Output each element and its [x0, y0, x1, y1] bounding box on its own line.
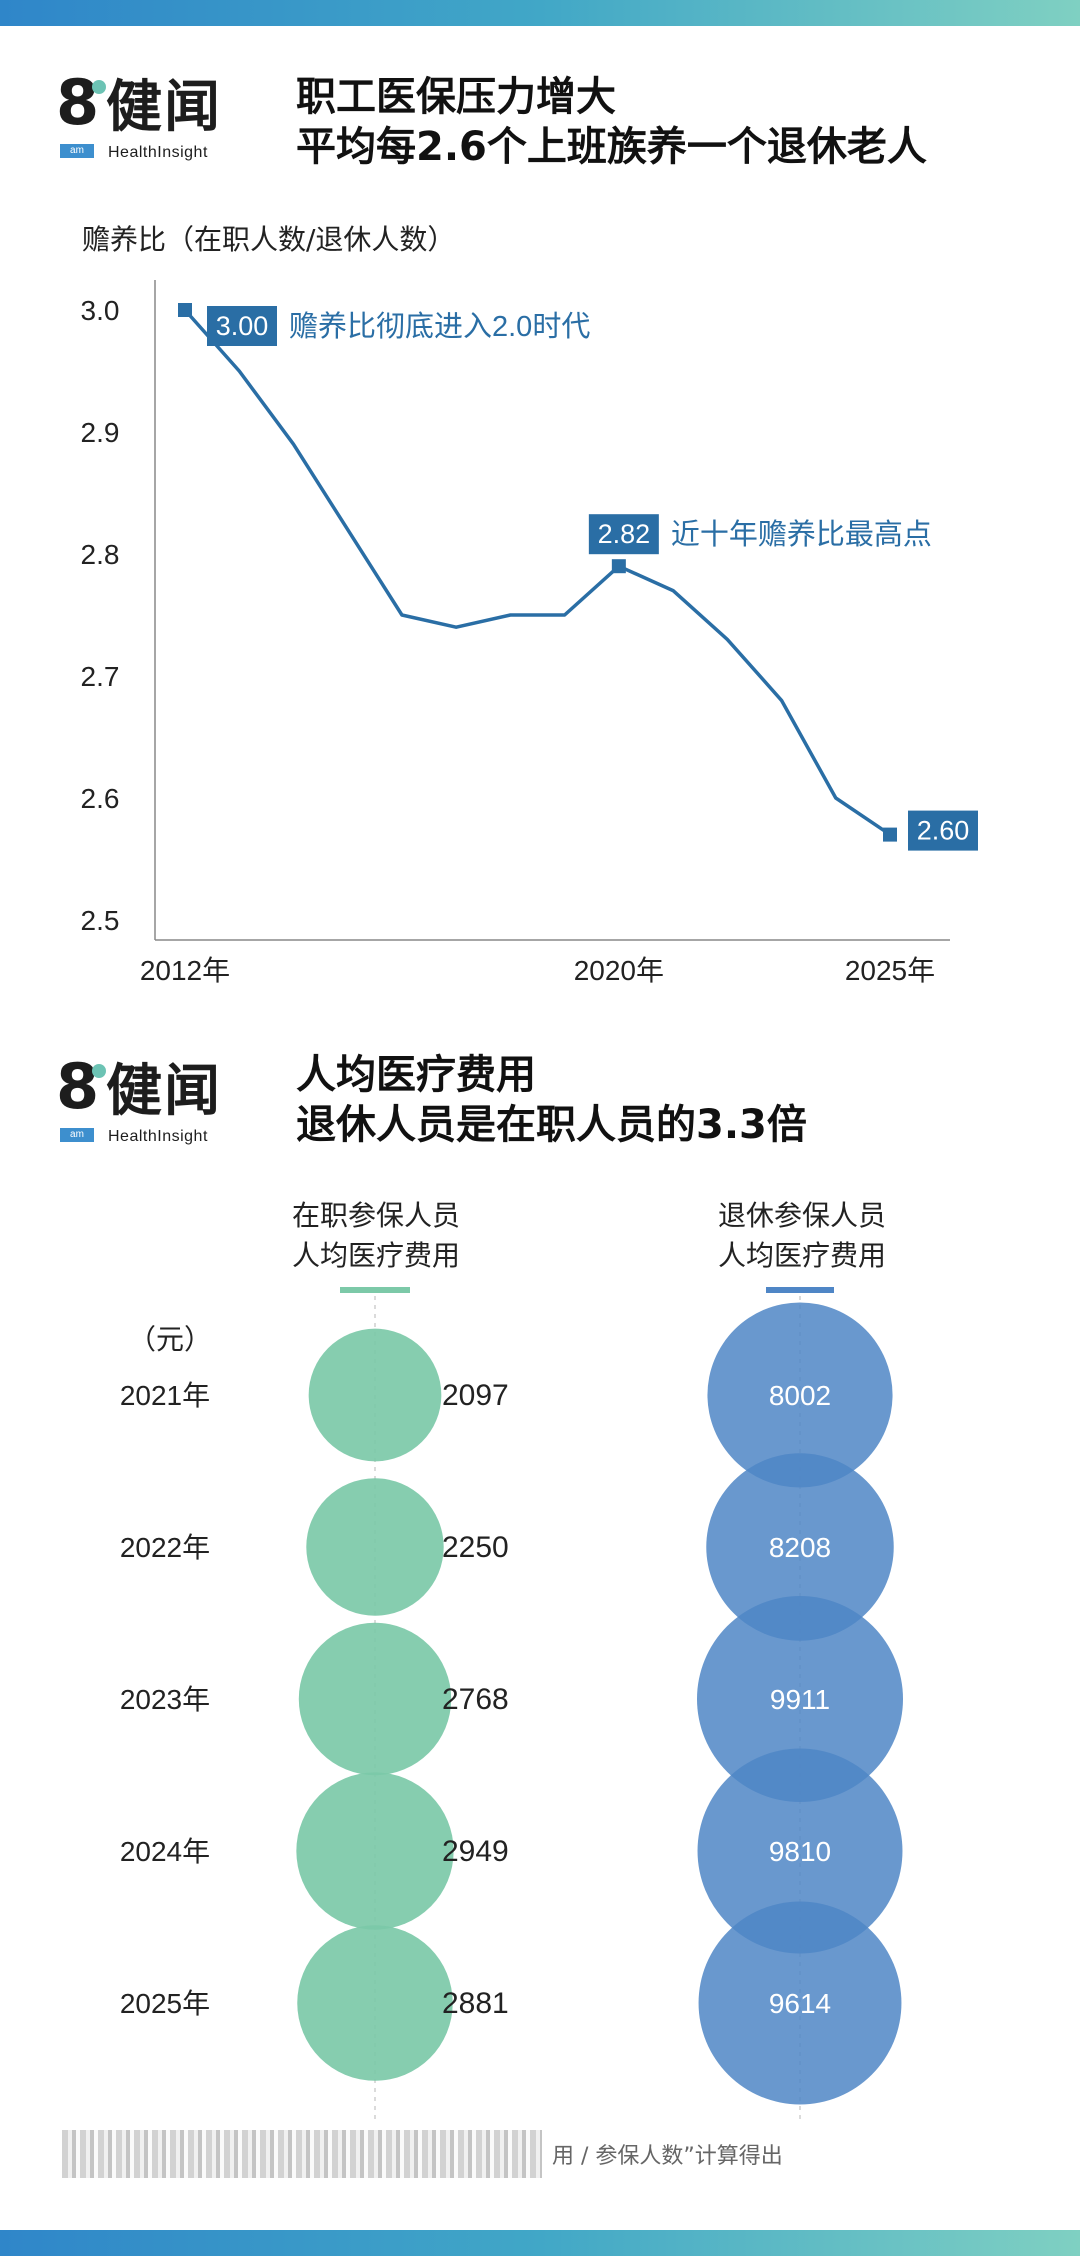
x-tick-label: 2020年: [574, 955, 664, 986]
retired-header-line2: 人均医疗费用: [717, 1239, 886, 1272]
value-badge: [908, 810, 978, 851]
employed-value-label: 2768: [442, 1683, 509, 1716]
y-tick-label: 2.5: [81, 905, 120, 936]
series-line: [183, 308, 891, 837]
value-badge-label: 2.82: [598, 519, 651, 549]
retired-bubble: [698, 1901, 902, 2105]
logo-dot-icon: [92, 80, 106, 94]
y-tick-label: 2.7: [81, 661, 120, 692]
employed-bubble: [296, 1772, 454, 1930]
section1-title-line1: 职工医保压力增大: [296, 74, 616, 120]
y-tick-label: 2.9: [81, 417, 120, 448]
retired-value-label: 9911: [770, 1684, 830, 1715]
employed-header-line1: 在职参保人员: [291, 1199, 460, 1232]
unit-label: （元）: [128, 1323, 213, 1356]
logo-chinese-name: 健闻: [106, 75, 222, 140]
logo-am-badge: am: [60, 1128, 94, 1142]
year-label: 2022年: [120, 1532, 210, 1563]
redacted-block: [62, 2130, 542, 2178]
logo-dot-icon: [92, 1064, 106, 1078]
employed-value-label: 2881: [442, 1987, 509, 2020]
logo-digit: 8: [56, 66, 100, 139]
annotation-text: 近十年赡养比最高点: [671, 518, 932, 551]
retired-bubble: [707, 1302, 893, 1488]
data-point-marker: [611, 559, 626, 574]
employed-header-line2: 人均医疗费用: [291, 1239, 460, 1272]
retired-header-line1: 退休参保人员: [717, 1199, 886, 1232]
bottom-accent-bar: [0, 2230, 1080, 2256]
value-badge-label: 3.00: [216, 311, 269, 341]
year-label: 2021年: [120, 1380, 210, 1411]
year-label: 2025年: [120, 1988, 210, 2019]
section2-title-line2: 退休人员是在职人员的3.3倍: [296, 1102, 807, 1148]
retired-value-label: 8002: [769, 1380, 831, 1411]
retired-bubble: [697, 1596, 903, 1802]
value-badge: [588, 514, 659, 555]
section1-title-line2: 平均每2.6个上班族养一个退休老人: [296, 124, 927, 170]
x-tick-label: 2025年: [845, 955, 935, 986]
data-point-marker: [883, 827, 897, 842]
dependency-ratio-line-chart: 2.5 2.6 2.7 2.8 2.9 3.0 2012年 2020年 2025年 3.00 赡养比…: [81, 280, 978, 986]
line-chart-y-axis-label: 赡养比（在职人数/退休人数）: [82, 223, 456, 256]
value-badge: [207, 306, 277, 346]
employed-column-header: 在职参保人员 人均医疗费用: [246, 1196, 506, 1276]
footer-source: 用 / 参保人数”计算得出: [62, 2126, 962, 2186]
y-tick-label: 2.8: [81, 539, 120, 570]
logo-am-badge: am: [60, 144, 94, 158]
retired-bubble: [706, 1453, 894, 1641]
employed-bubble: [308, 1328, 442, 1462]
brand-logo: 8 am 健闻 HealthInsight: [56, 72, 236, 166]
retired-value-label: 9614: [769, 1988, 831, 2019]
data-point-marker: [178, 303, 192, 317]
section2-title: 人均医疗费用 退休人员是在职人员的3.3倍: [296, 1050, 807, 1150]
footer-source-text: 用 / 参保人数”计算得出: [552, 2144, 783, 2169]
logo-english-name: HealthInsight: [108, 144, 208, 161]
y-tick-label: 2.6: [81, 783, 120, 814]
year-label: 2023年: [120, 1684, 210, 1715]
logo-english-name: HealthInsight: [108, 1128, 208, 1145]
employed-value-label: 2250: [442, 1531, 509, 1564]
employed-value-label: 2097: [442, 1379, 509, 1412]
x-tick-label: 2012年: [140, 955, 230, 986]
retired-column-header: 退休参保人员 人均医疗费用: [672, 1196, 932, 1276]
employed-bubble: [306, 1478, 444, 1616]
y-tick-label: 3.0: [81, 295, 120, 326]
retired-value-label: 8208: [769, 1532, 831, 1563]
section2-title-line1: 人均医疗费用: [296, 1052, 536, 1098]
brand-logo-2: 8 am 健闻 HealthInsight: [56, 1056, 236, 1150]
retired-bubble: [697, 1748, 903, 1954]
value-badge-label: 2.60: [917, 816, 970, 846]
employed-bubble: [298, 1622, 452, 1776]
medical-cost-bubble-chart: 2021年 2097 2022年 2250 2023年 2768 2024年 2949 2025…: [120, 1287, 903, 2120]
year-label: 2024年: [120, 1836, 210, 1867]
retired-value-label: 9810: [769, 1836, 831, 1867]
employed-value-label: 2949: [442, 1835, 509, 1868]
annotation-text: 赡养比彻底进入2.0时代: [289, 310, 590, 343]
employed-bubble: [297, 1925, 453, 2081]
logo-digit: 8: [56, 1050, 100, 1123]
top-accent-bar: [0, 0, 1080, 26]
section1-title: 职工医保压力增大 平均每2.6个上班族养一个退休老人: [296, 72, 927, 172]
logo-chinese-name: 健闻: [106, 1059, 222, 1124]
